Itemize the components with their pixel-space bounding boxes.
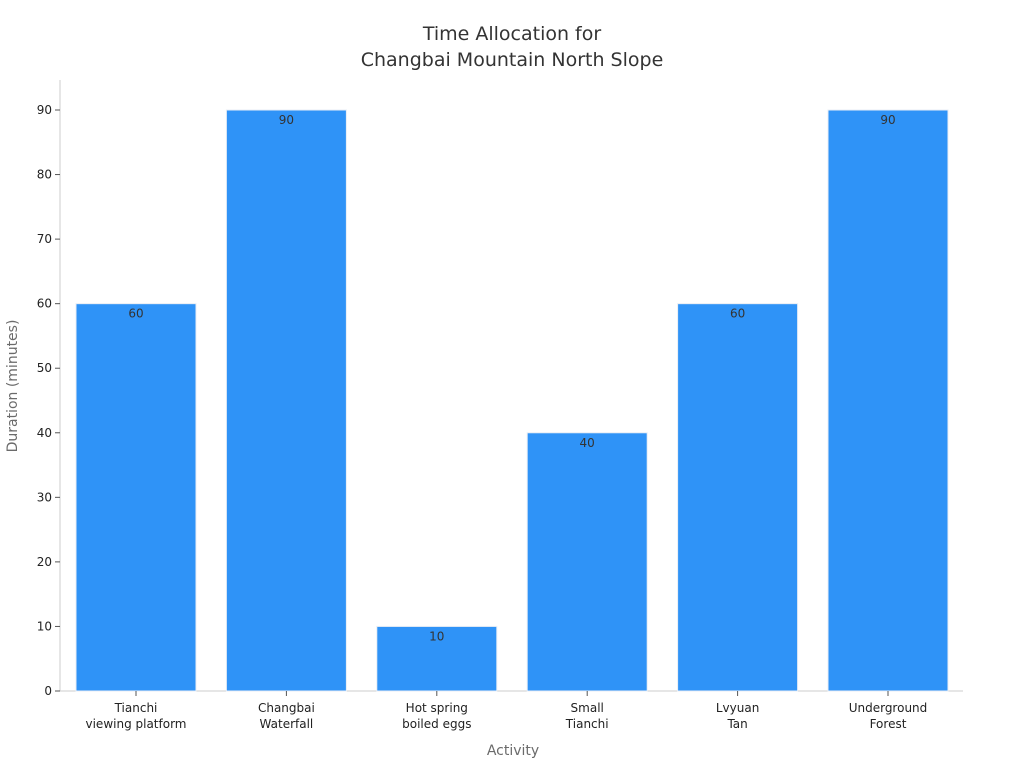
x-tick-label: Lvyuan (716, 701, 759, 715)
x-tick-label: Tan (726, 717, 747, 731)
x-tick-label: Waterfall (260, 717, 314, 731)
x-tick-label: Small (571, 701, 604, 715)
y-tick-label: 90 (37, 103, 52, 117)
bar-value-label: 60 (128, 307, 143, 321)
bars (75, 109, 949, 692)
x-tick-label: Tianchi (565, 717, 609, 731)
y-tick-label: 70 (37, 232, 52, 246)
bar-value-label: 40 (580, 436, 595, 450)
x-tick-label: Underground (849, 701, 928, 715)
bar (75, 303, 197, 692)
x-axis-title: Activity (487, 743, 539, 759)
x-tick-label: Changbai (258, 701, 315, 715)
y-axis-title: Duration (minutes) (5, 320, 21, 453)
y-tick-label: 60 (37, 297, 52, 311)
bar-value-label: 60 (730, 307, 745, 321)
bar (677, 303, 799, 692)
bar-value-label: 90 (880, 113, 895, 127)
data-labels: 60 90 10 40 60 90 (128, 113, 895, 643)
axes (59, 80, 963, 692)
bar (526, 432, 648, 692)
y-tick-label: 20 (37, 555, 52, 569)
y-tick-label: 40 (37, 426, 52, 440)
x-ticks: Tianchi viewing platform Changbai Waterfall… (86, 691, 928, 731)
y-tick-label: 10 (37, 619, 52, 633)
chart-title-line: Changbai Mountain North Slope (361, 49, 664, 71)
y-tick-label: 80 (37, 168, 52, 182)
chart-title: Time Allocation for Changbai Mountain Nor… (361, 23, 664, 71)
bar (225, 109, 347, 692)
y-tick-label: 50 (37, 361, 52, 375)
bar-value-label: 10 (429, 629, 444, 643)
x-tick-label: Hot spring (406, 701, 468, 715)
bar (827, 109, 949, 692)
x-tick-label: Forest (870, 717, 907, 731)
x-tick-label: viewing platform (86, 717, 187, 731)
y-tick-label: 30 (37, 490, 52, 504)
y-tick-label: 0 (44, 684, 52, 698)
bar-value-label: 90 (279, 113, 294, 127)
x-tick-label: Tianchi (114, 701, 158, 715)
chart-title-line: Time Allocation for (422, 23, 602, 45)
y-ticks: 0 10 20 30 40 50 60 70 80 90 (37, 103, 60, 698)
x-tick-label: boiled eggs (402, 717, 471, 731)
bar (376, 625, 498, 692)
